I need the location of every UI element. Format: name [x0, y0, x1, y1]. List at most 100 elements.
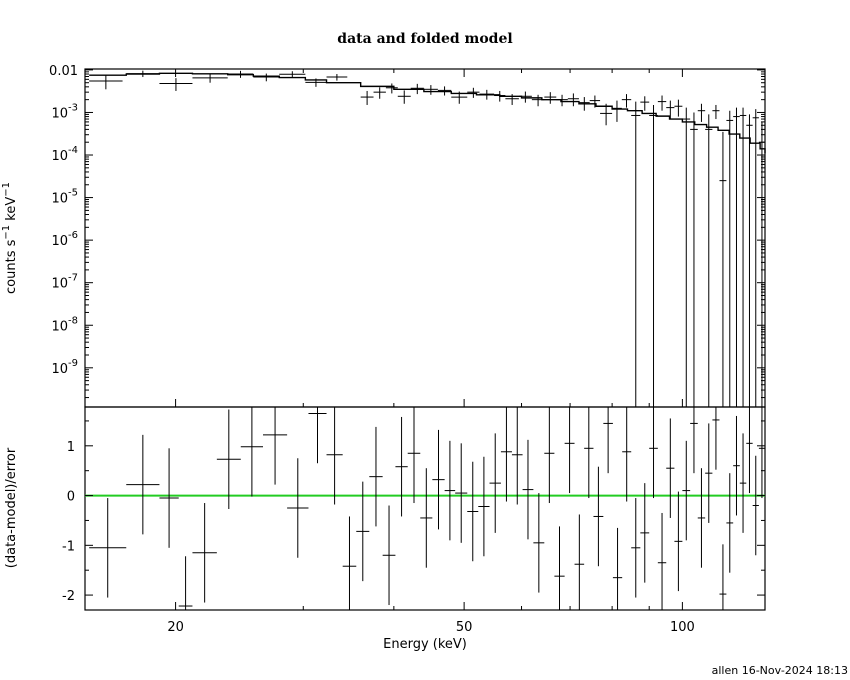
- residual-point: [489, 433, 501, 533]
- spectrum-point: [279, 71, 306, 78]
- residual-point: [631, 498, 641, 598]
- spectrum-point: [326, 74, 348, 81]
- residual-point: [746, 407, 753, 494]
- spectrum-point: [556, 94, 568, 107]
- residual-point: [369, 426, 383, 527]
- residual-point: [533, 493, 545, 593]
- residual-point: [640, 483, 650, 583]
- residual-point: [584, 407, 594, 499]
- spectrum-point: [705, 114, 713, 407]
- residual-point: [478, 456, 490, 557]
- residual-point: [674, 491, 683, 592]
- bottom-y-tick-label: -1: [62, 539, 75, 554]
- residual-point: [444, 440, 456, 541]
- residual-point: [382, 505, 396, 606]
- spectrum-point: [423, 85, 438, 95]
- residual-point: [287, 458, 309, 558]
- residual-point: [612, 527, 623, 610]
- residual-point: [522, 439, 534, 540]
- spectrum-point: [631, 101, 641, 407]
- residual-point: [544, 407, 555, 504]
- top-y-tick-label: 10-4: [51, 145, 78, 164]
- spectrum-point: [690, 112, 698, 407]
- residual-point: [159, 448, 179, 548]
- residual-point: [407, 407, 421, 504]
- spectrum-point: [531, 94, 545, 107]
- top-plot-frame: [84, 68, 766, 408]
- spectrum-point: [697, 103, 706, 122]
- residual-point: [420, 468, 433, 568]
- residual-point: [554, 526, 565, 610]
- spectrum-point: [567, 93, 579, 107]
- bottom-y-tick-label: 0: [67, 490, 75, 505]
- residual-point: [455, 443, 468, 543]
- residual-point: [240, 407, 264, 497]
- spectrum-point: [397, 90, 411, 104]
- top-y-tick-label: 10-5: [51, 188, 78, 207]
- residual-point: [712, 407, 720, 470]
- spectrum-point: [726, 110, 734, 407]
- spectrum-point: [373, 87, 386, 99]
- residual-point: [649, 407, 658, 499]
- residual-point: [666, 418, 675, 518]
- spectrum-point: [719, 131, 727, 407]
- residual-point: [308, 407, 327, 464]
- residual-point: [192, 503, 217, 603]
- residual-point: [682, 440, 691, 541]
- residual-point: [342, 516, 357, 610]
- spectrum-point: [600, 103, 613, 126]
- spectrum-point: [589, 95, 601, 108]
- residual-point: [564, 407, 575, 494]
- footer-stamp: allen 16-Nov-2024 18:13: [712, 664, 848, 677]
- spectrum-point: [385, 83, 398, 94]
- spectrum-point: [89, 75, 123, 90]
- residual-point: [89, 498, 127, 598]
- spectrum-point: [657, 95, 667, 111]
- top-y-axis-label: counts s−1 keV−1: [1, 182, 19, 294]
- x-tick-label: 50: [456, 620, 473, 635]
- residual-point: [739, 433, 747, 533]
- residual-point: [126, 434, 160, 535]
- bottom-y-tick-label: 1: [67, 440, 75, 455]
- residual-point: [326, 407, 343, 505]
- spectrum-point: [621, 94, 632, 108]
- bottom-panel: 1 0 -1 -2 (data-model)/error: [4, 406, 766, 611]
- residual-point: [574, 514, 585, 610]
- spectrum-point: [360, 90, 374, 105]
- residual-point: [216, 409, 241, 509]
- residual-point: [593, 466, 604, 567]
- residual-point: [657, 512, 667, 610]
- top-panel: 0.01 10-3 10-4 10-5 10-6 10-7 10-8 10-9 counts …: [1, 64, 766, 408]
- spectrum-point: [752, 109, 759, 407]
- spectrum-point: [159, 78, 193, 91]
- residual-point: [467, 461, 479, 562]
- residual-point: [726, 473, 734, 573]
- residual-point: [719, 544, 727, 610]
- x-ticks: 20 50 100: [167, 69, 695, 635]
- top-y-tick-label: 10-6: [51, 230, 78, 249]
- top-y-tick-label: 10-8: [51, 315, 78, 334]
- residual-point: [432, 429, 445, 530]
- residual-point: [733, 415, 740, 516]
- residual-point: [500, 407, 512, 502]
- residual-point: [603, 407, 613, 474]
- spectrum-point: [612, 100, 622, 122]
- top-y-tick-label: 10-7: [51, 273, 78, 292]
- residual-point: [263, 407, 288, 485]
- residual-point: [511, 407, 523, 505]
- bottom-plot-frame: [84, 406, 766, 611]
- spectrum-point: [682, 107, 691, 407]
- spectrum-point: [674, 99, 683, 117]
- top-y-tick-label: 10-9: [51, 358, 78, 377]
- top-y-tick-label: 0.01: [49, 64, 78, 79]
- residual-point: [690, 407, 698, 474]
- residual-point: [395, 416, 408, 517]
- spectrum-point: [733, 107, 740, 407]
- top-data-points: [89, 70, 765, 407]
- residual-point: [622, 407, 632, 502]
- bottom-y-ticks: 1 0 -1 -2: [62, 420, 765, 604]
- spectrum-point: [746, 114, 753, 407]
- spectrum-point: [712, 104, 720, 120]
- spectrum-point: [739, 107, 747, 407]
